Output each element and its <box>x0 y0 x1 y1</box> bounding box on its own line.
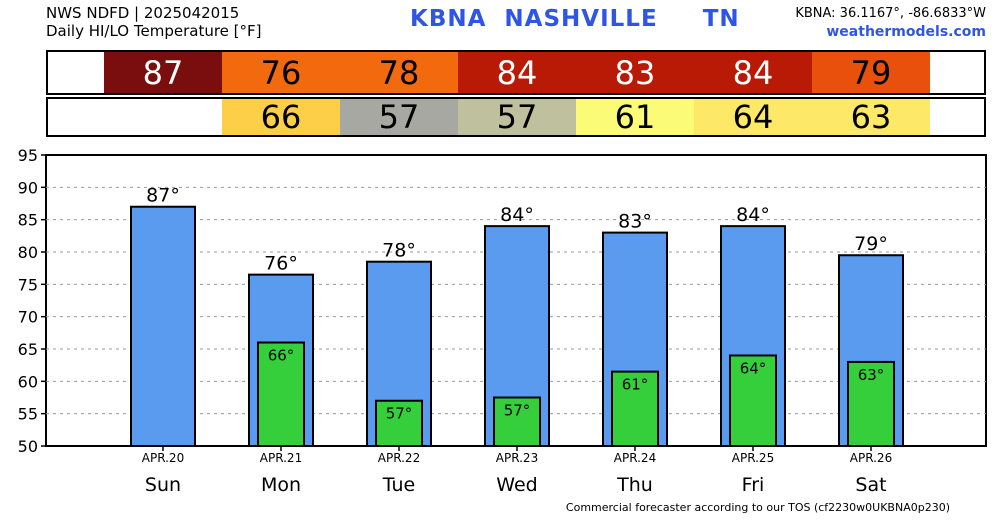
low-bar <box>493 396 541 447</box>
product-label: Daily HI/LO Temperature [°F] <box>46 22 262 40</box>
x-date-label: APR.25 <box>732 451 774 465</box>
high-temp-cell: 84 <box>458 52 576 93</box>
y-tick-label: 90 <box>18 178 38 197</box>
high-temp-cell: 84 <box>694 52 812 93</box>
y-tick-label: 85 <box>18 211 38 230</box>
x-day-label: Sun <box>145 474 181 496</box>
low-temp-cell: 63 <box>812 98 930 136</box>
high-temp-cell: 83 <box>576 52 694 93</box>
low-bar <box>611 370 659 447</box>
footer-note: Commercial forecaster according to our T… <box>565 501 950 514</box>
high-temp-cell: 76 <box>222 52 340 93</box>
x-day-label: Thu <box>616 474 653 496</box>
x-date-label: APR.20 <box>142 451 184 465</box>
y-tick-label: 75 <box>18 275 38 294</box>
low-bar-label: 57° <box>386 405 413 423</box>
low-bar-label: 66° <box>268 347 295 365</box>
low-temp-cell: 66 <box>222 98 340 136</box>
station-coords: KBNA: 36.1167°, -86.6833°W <box>795 6 986 21</box>
y-tick-label: 80 <box>18 243 38 262</box>
x-day-label: Fri <box>742 474 765 496</box>
header-info: NWS NDFD | 2025042015 Daily HI/LO Temper… <box>46 4 262 40</box>
high-bar-label: 87° <box>146 185 180 207</box>
x-date-label: APR.26 <box>850 451 892 465</box>
high-bar-label: 79° <box>854 233 888 255</box>
low-temp-cell: 61 <box>576 98 694 136</box>
low-temp-strip: 66 57 57 61 64 63 <box>46 97 986 137</box>
low-bar <box>257 341 305 447</box>
x-date-label: APR.21 <box>260 451 302 465</box>
y-tick-label: 65 <box>18 340 38 359</box>
high-bar-label: 84° <box>500 204 534 226</box>
high-bar-label: 84° <box>736 204 770 226</box>
high-temp-strip: 87 76 78 84 83 84 79 <box>46 50 986 95</box>
y-tick-label: 70 <box>18 308 38 327</box>
low-temp-cell: 64 <box>694 98 812 136</box>
high-bar <box>130 205 196 447</box>
low-temp-cell: 57 <box>458 98 576 136</box>
header-right: KBNA: 36.1167°, -86.6833°W weathermodels… <box>795 4 986 42</box>
low-temp-cell <box>104 99 222 135</box>
y-tick-label: 50 <box>18 437 38 456</box>
temperature-chart: 50 55 60 65 70 75 80 85 90 95 87° APR.20 Sun 76° 66° AP… <box>18 146 987 496</box>
high-bar-label: 76° <box>264 253 298 275</box>
high-temp-cell: 87 <box>104 52 222 93</box>
y-tick-label: 60 <box>18 372 38 391</box>
x-day-label: Mon <box>261 474 301 496</box>
x-date-label: APR.22 <box>378 451 420 465</box>
high-bar-label: 78° <box>382 240 416 262</box>
low-bar-label: 61° <box>622 376 649 394</box>
low-temp-cell: 57 <box>340 98 458 136</box>
low-bar <box>375 399 423 448</box>
x-day-label: Wed <box>496 474 537 496</box>
low-bar <box>847 360 895 447</box>
low-bar-label: 63° <box>858 366 885 384</box>
station-title: KBNA NASHVILLE TN <box>410 6 740 32</box>
x-day-label: Sat <box>855 474 886 496</box>
low-bar-label: 57° <box>504 402 531 420</box>
high-temp-cell: 78 <box>340 52 458 93</box>
y-tick-label: 55 <box>18 405 38 424</box>
y-tick-label: 95 <box>18 146 38 165</box>
high-temp-cell: 79 <box>812 52 930 93</box>
x-day-label: Tue <box>382 474 415 496</box>
x-date-label: APR.24 <box>614 451 656 465</box>
high-bar-label: 83° <box>618 211 652 233</box>
site-link[interactable]: weathermodels.com <box>826 24 986 40</box>
x-date-label: APR.23 <box>496 451 538 465</box>
low-bar-label: 64° <box>740 359 767 377</box>
model-run-label: NWS NDFD | 2025042015 <box>46 4 240 22</box>
